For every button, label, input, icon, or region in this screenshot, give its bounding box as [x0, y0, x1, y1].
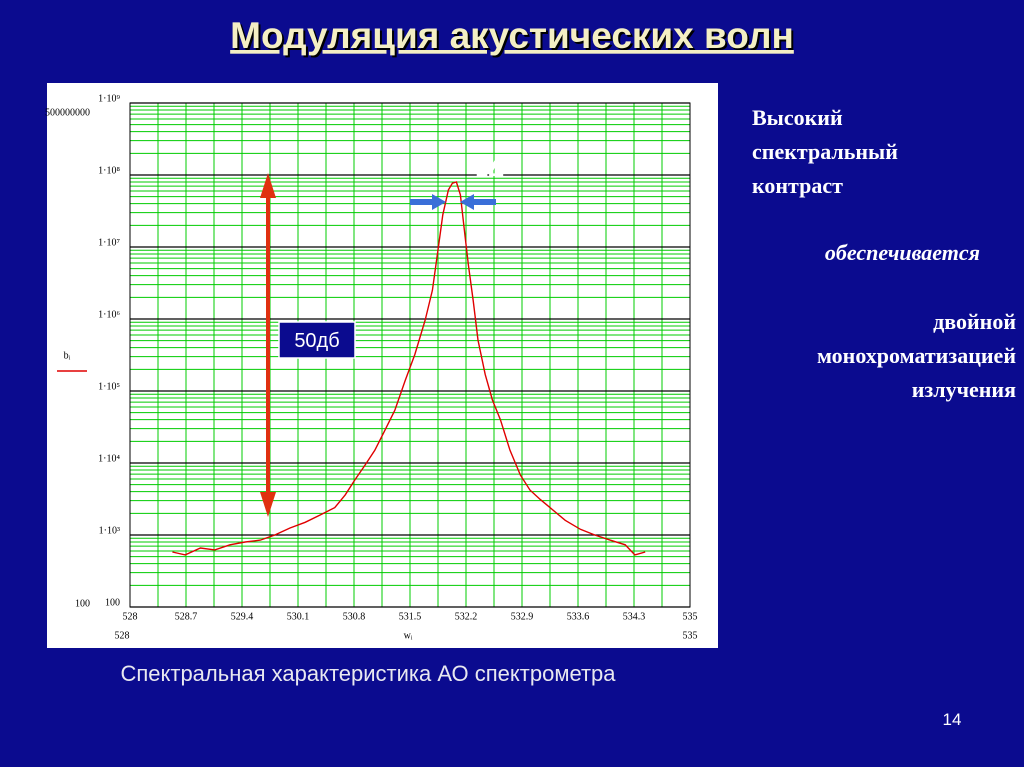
series-line [172, 181, 646, 556]
x-tick-label: 532.9 [511, 611, 534, 622]
y-tick-label: 1·10⁷ [98, 237, 120, 248]
span-arrow-head [260, 492, 276, 517]
x-tick-label: 535 [683, 611, 698, 622]
right-heading: контраст [752, 173, 843, 198]
caption: Спектральная характеристика АО спектроме… [120, 661, 616, 686]
span-label-box [278, 321, 356, 359]
width-arrow-head [432, 194, 446, 210]
title-shadow: Модуляция акустических волн [232, 17, 796, 58]
x-range-label: 528 [115, 630, 130, 641]
x-tick-label: 528 [123, 611, 138, 622]
y-range-label: 500000000 [45, 107, 90, 118]
right-heading: спектральный [752, 139, 898, 164]
width-label: 2Δ [476, 156, 504, 181]
x-tick-label: 529.4 [231, 611, 254, 622]
page-number: 14 [943, 710, 962, 729]
y-tick-label: 1·10⁴ [98, 453, 120, 464]
y-tick-label: 100 [105, 597, 120, 608]
span-arrow-head [260, 173, 276, 198]
right-bottom: двойной [933, 309, 1016, 334]
y-tick-label: 1·10³ [99, 525, 120, 536]
x-tick-label: 534.3 [623, 611, 646, 622]
y-range-label: 100 [75, 598, 90, 609]
chart: 528 528.7 529.4 530.1 530.8 531.5 532.2 532.9 53… [45, 93, 698, 641]
y-tick-label: 1·10⁶ [98, 309, 120, 320]
x-tick-label: 533.6 [567, 611, 590, 622]
title: Модуляция акустических волн [230, 15, 794, 56]
x-range-label: 535 [683, 630, 698, 641]
right-bottom: монохроматизацией [817, 343, 1016, 368]
x-tick-label: 528.7 [175, 611, 198, 622]
span-label: 50дб [294, 330, 339, 352]
right-middle: обеспечивается [825, 240, 980, 265]
right-heading: Высокий [752, 105, 843, 130]
y-tick-label: 1·10⁵ [98, 381, 120, 392]
x-tick-label: 532.2 [455, 611, 478, 622]
plot-frame [129, 102, 691, 608]
y-tick-label: 1·10⁹ [98, 93, 120, 104]
x-axis-label: wᵢ [404, 630, 413, 641]
x-tick-label: 531.5 [399, 611, 422, 622]
y-tick-label: 1·10⁸ [98, 165, 120, 176]
legend-label: bᵢ [64, 350, 71, 361]
width-arrow-head [460, 194, 474, 210]
x-tick-label: 530.8 [343, 611, 366, 622]
right-bottom: излучения [912, 377, 1016, 402]
x-tick-label: 530.1 [287, 611, 310, 622]
